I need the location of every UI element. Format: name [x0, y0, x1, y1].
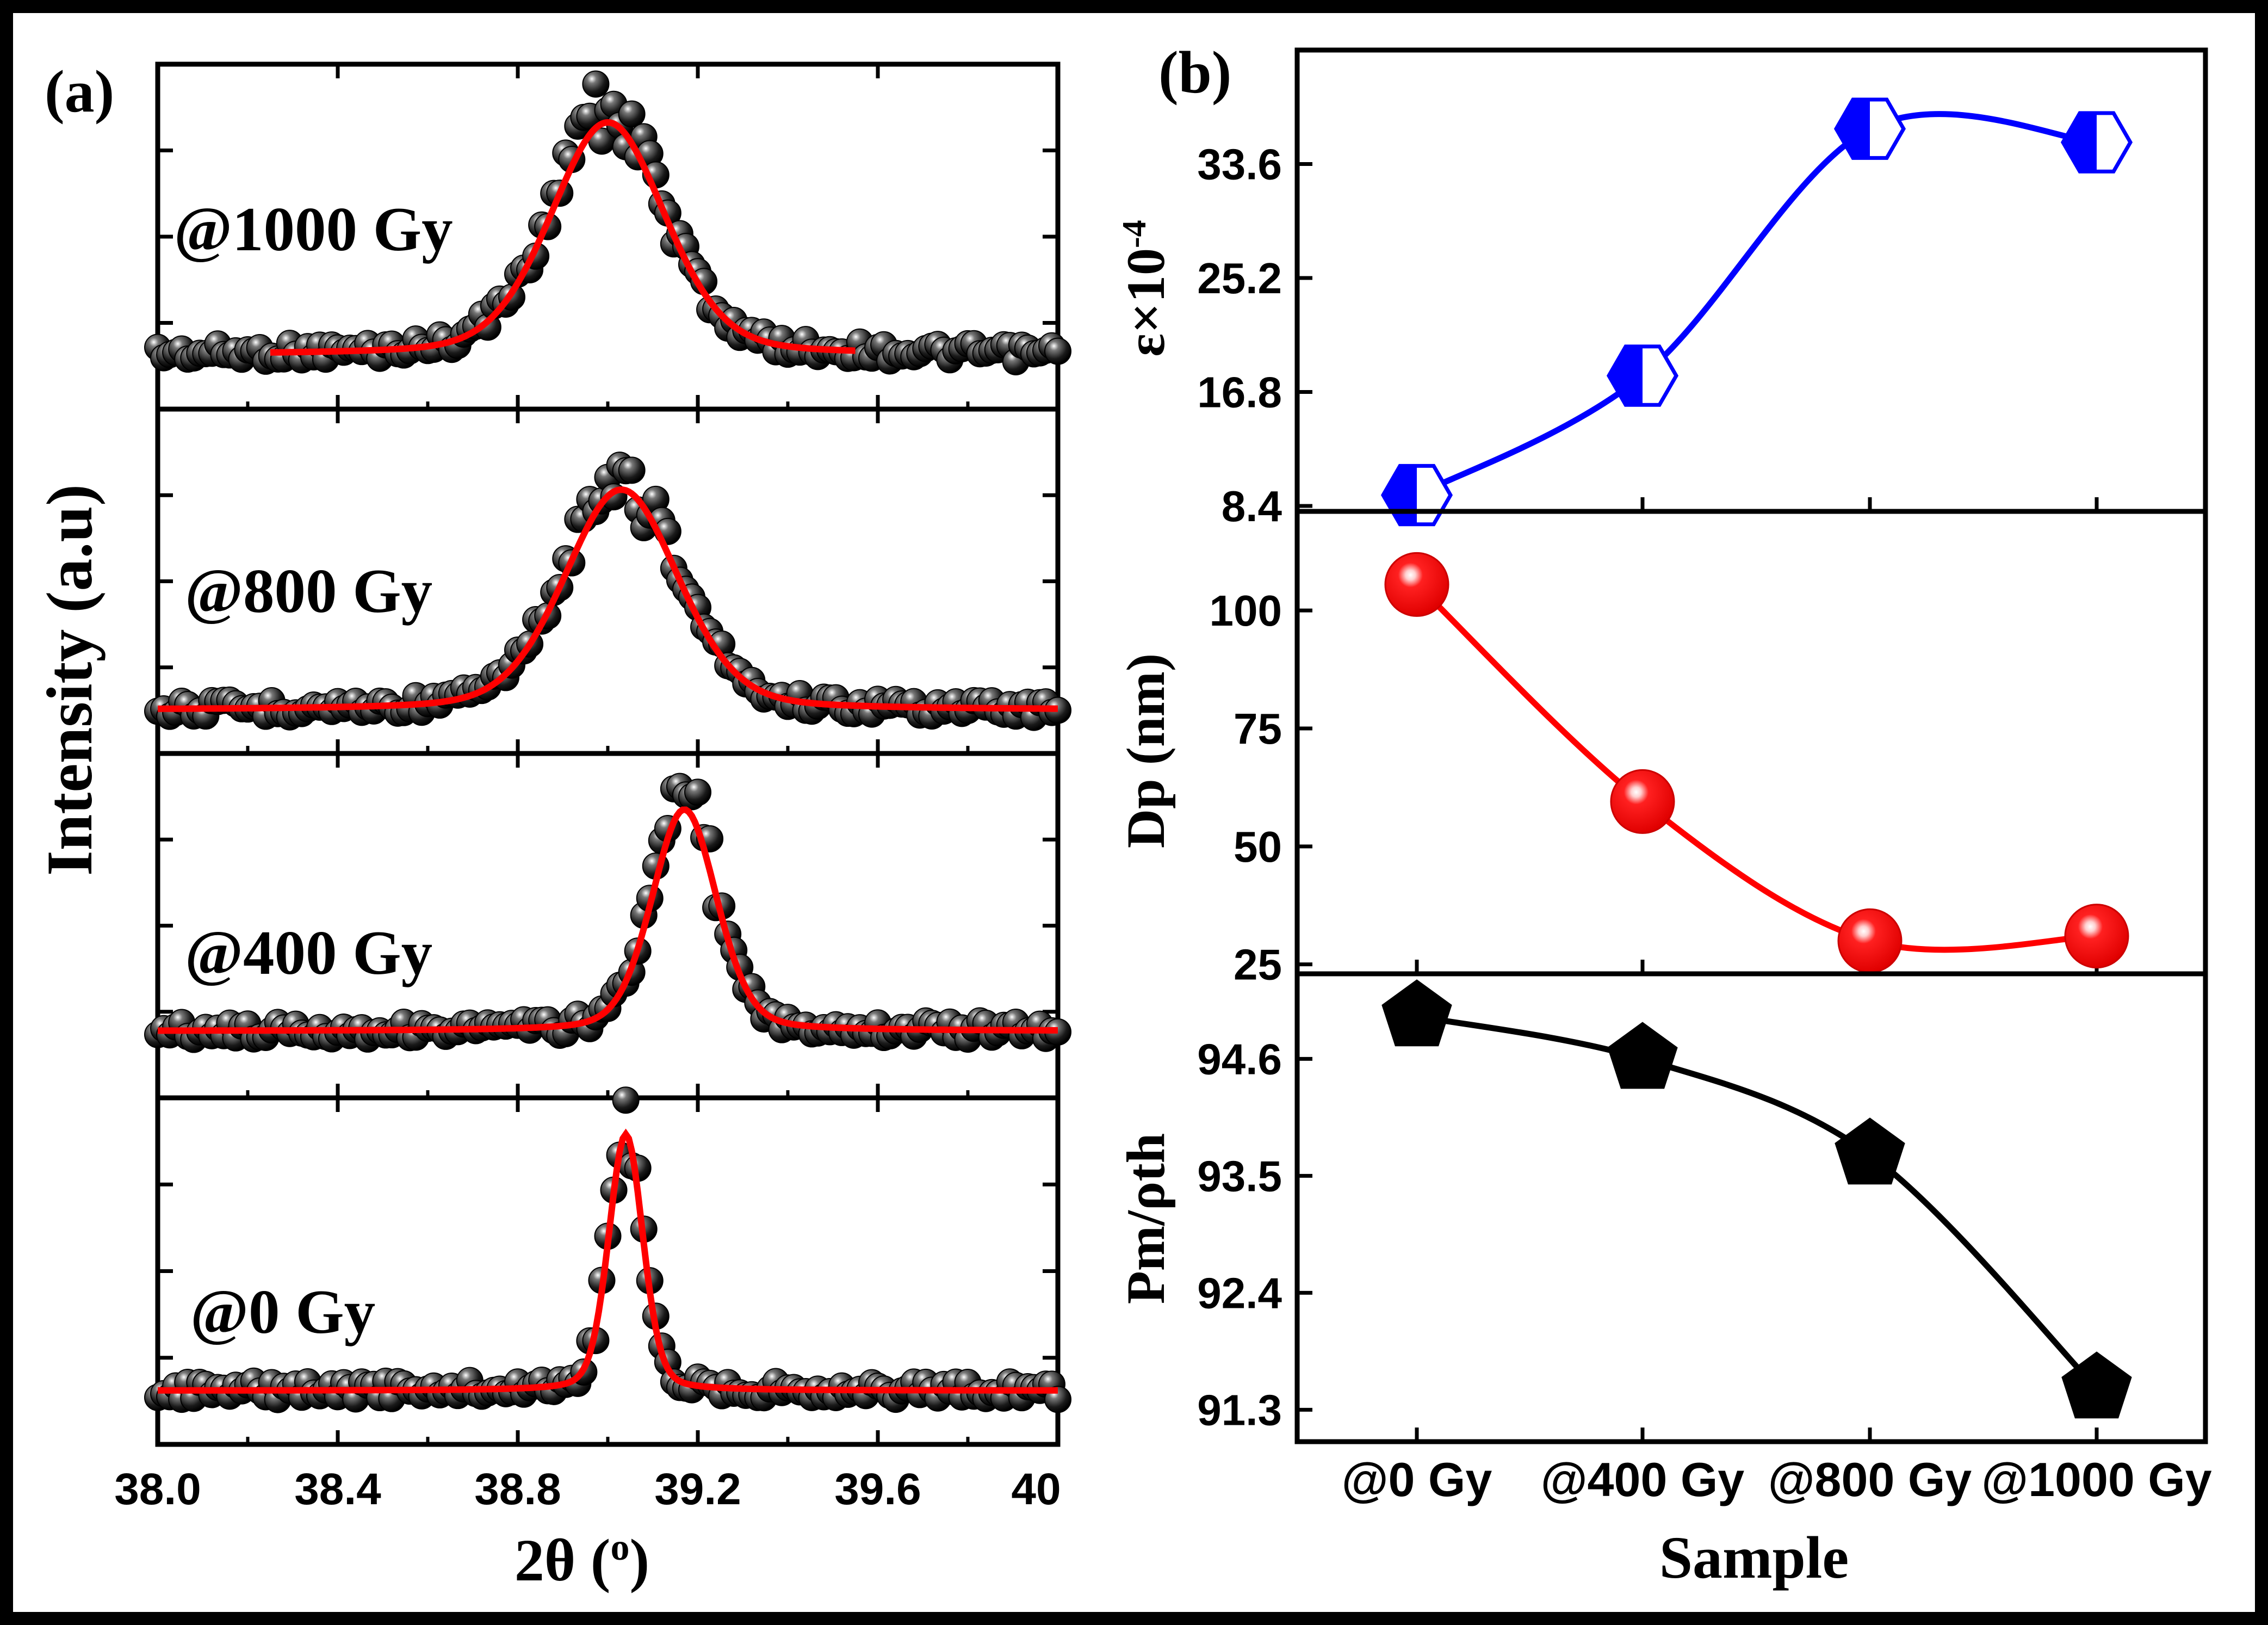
property-ylabel: ε×10-4 [1116, 220, 1176, 356]
xrd-x-tick-label: 38.4 [294, 1465, 381, 1514]
strain-marker-fill [2063, 113, 2097, 172]
crystallite-marker [1610, 769, 1675, 834]
xrd-x-tick-label: 38.8 [474, 1465, 561, 1514]
strain-marker-fill [1609, 346, 1643, 405]
property-curve [1415, 582, 2097, 953]
xrd-x-tick-label: 38.0 [114, 1465, 201, 1514]
xrd-series-label: @400 Gy [185, 918, 432, 987]
xrd-series-label: @800 Gy [185, 557, 432, 626]
crystallite-marker [2064, 904, 2129, 969]
property-frame [1294, 47, 2208, 514]
xrd-data-point [684, 778, 711, 806]
sample-tick-label: @400 Gy [1541, 1453, 1745, 1506]
property-y-tick-label: 100 [1210, 586, 1282, 635]
property-ylabel: Dp (nm) [1116, 653, 1176, 848]
strain-marker-fill [1836, 100, 1870, 158]
property-y-tick-label: 50 [1234, 823, 1282, 871]
xrd-series-label: @1000 Gy [174, 195, 453, 264]
property-ylabel: Pm/ρth [1116, 1133, 1176, 1305]
xrd-x-axis: 38.0 38.4 38.8 39.2 39.6 40 [114, 1465, 1061, 1514]
xrd-subplot: @0 Gy [144, 1086, 1071, 1447]
xrd-subplot: @400 Gy [144, 751, 1071, 1101]
sample-tick-label: @0 Gy [1342, 1453, 1492, 1506]
crystallite-marker [1837, 908, 1903, 973]
property-subplot: 91.3 92.4 93.5 94.6 Pm/ρth [1116, 971, 2208, 1444]
xrd-data-point [618, 456, 646, 484]
xrd-fit-curve [270, 119, 856, 356]
panel-a-label: (a) [45, 58, 114, 125]
xrd-data-point [1044, 337, 1071, 365]
property-y-tick-label: 25.2 [1197, 254, 1282, 302]
panel-a-xlabel: 2θ (o) [515, 1527, 649, 1594]
property-y-tick-label: 8.4 [1222, 482, 1282, 530]
xrd-subplot: @1000 Gy [144, 61, 1071, 412]
xrd-subplot: @800 Gy [144, 406, 1071, 756]
sample-tick-label: @800 Gy [1768, 1453, 1972, 1506]
sample-axis: @0 Gy @400 Gy @800 Gy @1000 Gy [1342, 1453, 2212, 1506]
xrd-x-tick-label: 39.2 [654, 1465, 741, 1514]
property-y-tick-label: 92.4 [1197, 1269, 1282, 1317]
property-curve [1415, 111, 2097, 498]
xrd-data-point [612, 1086, 640, 1114]
property-y-tick-label: 16.8 [1197, 368, 1282, 417]
property-y-tick-label: 91.3 [1197, 1386, 1282, 1434]
panel-b-xlabel: Sample [1659, 1524, 1849, 1591]
xrd-panel: @1000 Gy @800 Gy @400 Gy @0 Gy [144, 61, 1071, 1447]
panel-b-label: (b) [1158, 39, 1231, 106]
xrd-x-tick-label: 40 [1011, 1465, 1061, 1514]
xrd-x-tick-label: 39.6 [834, 1465, 921, 1514]
xrd-fit-curve [158, 806, 1058, 1034]
xrd-fit-curve [158, 1128, 1058, 1394]
density-marker [1835, 1117, 1905, 1185]
xrd-series-label: @0 Gy [190, 1277, 375, 1346]
xrd-data-point [618, 100, 646, 128]
property-curve [1416, 1013, 2099, 1391]
property-frame [1294, 971, 2208, 1444]
xrd-data-point [582, 70, 610, 98]
xrd-fit-curve [158, 486, 1058, 712]
property-y-tick-label: 94.6 [1197, 1035, 1282, 1083]
property-y-tick-label: 75 [1234, 705, 1282, 753]
density-marker [1607, 1022, 1678, 1089]
density-marker [1381, 979, 1452, 1047]
property-subplot: 25 50 75 100 Dp (nm) [1116, 509, 2208, 989]
properties-panel: 8.4 16.8 25.2 33.6 ε×10-4 25 50 75 100 Dp (nm) 91.… [1116, 47, 2208, 1444]
panel-a-ylabel: Intensity (a.u) [33, 484, 106, 876]
property-y-tick-label: 33.6 [1197, 140, 1282, 189]
crystallite-marker [1384, 552, 1449, 617]
sample-tick-label: @1000 Gy [1981, 1453, 2211, 1506]
property-subplot: 8.4 16.8 25.2 33.6 ε×10-4 [1116, 47, 2208, 530]
density-marker [2061, 1351, 2132, 1419]
property-y-tick-label: 93.5 [1197, 1152, 1282, 1200]
property-y-tick-label: 25 [1234, 941, 1282, 989]
strain-marker-fill [1383, 466, 1417, 524]
